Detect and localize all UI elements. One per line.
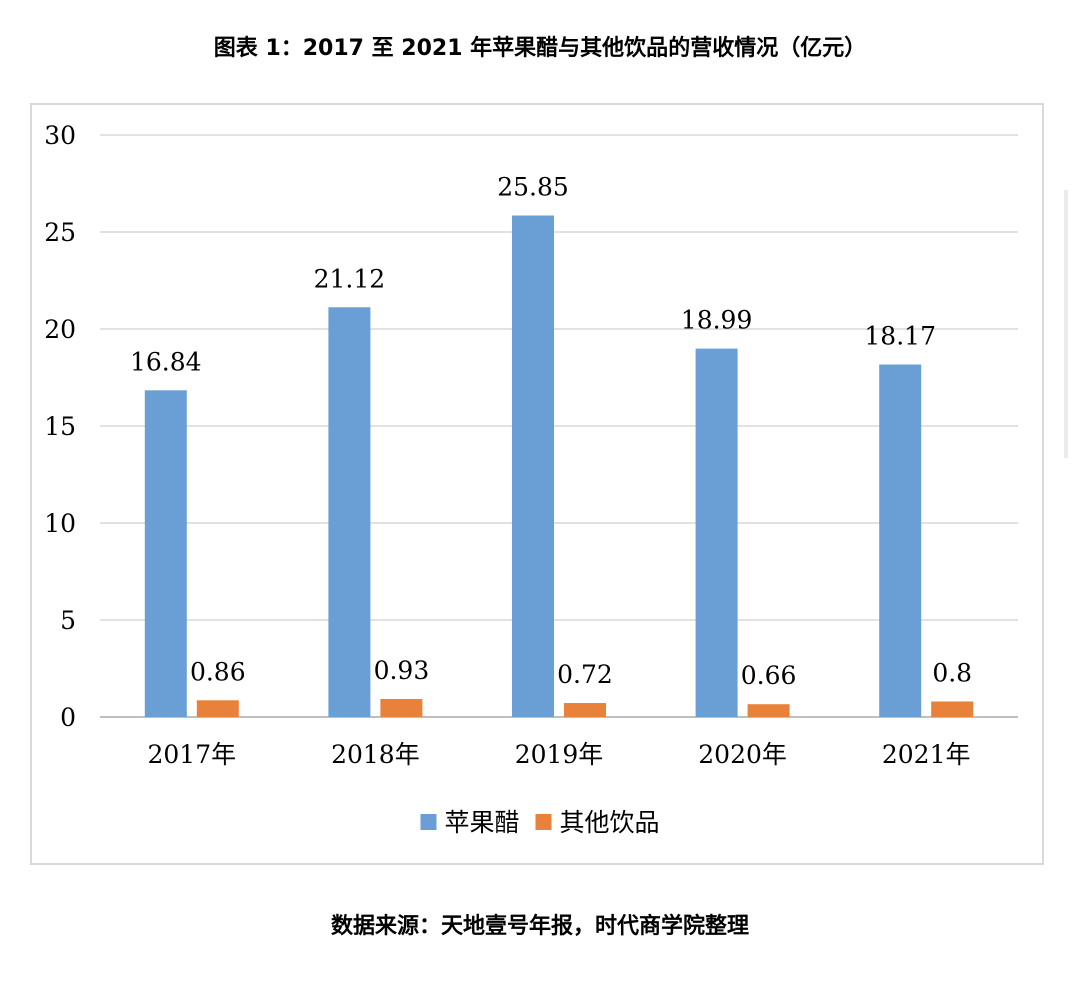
bar-other-drinks — [931, 701, 974, 717]
data-label: 21.12 — [314, 264, 386, 293]
y-axis-ticks: 0 5 10 15 20 25 30 — [44, 121, 76, 732]
x-tick-label: 2017年 — [147, 740, 236, 769]
scrollbar[interactable] — [1064, 190, 1068, 458]
bar-other-drinks — [747, 704, 790, 717]
data-label: 25.85 — [497, 173, 569, 202]
data-labels: 16.84 0.86 21.12 0.93 25.85 0.72 18.99 0.66 18.1… — [130, 173, 972, 691]
data-label: 0.66 — [741, 661, 797, 690]
x-tick-label: 2020年 — [698, 740, 787, 769]
y-tick-label: 10 — [44, 509, 76, 538]
data-label: 16.84 — [130, 347, 202, 376]
y-tick-label: 30 — [44, 121, 76, 150]
y-tick-label: 20 — [44, 315, 76, 344]
bar-apple-vinegar — [512, 215, 554, 717]
y-tick-label: 5 — [60, 606, 76, 635]
legend-swatch — [420, 814, 437, 830]
legend-label: 苹果醋 — [445, 808, 520, 837]
bar-apple-vinegar — [879, 364, 922, 717]
bar-other-drinks — [196, 700, 239, 717]
gridlines — [100, 134, 1018, 718]
y-tick-label: 0 — [60, 703, 76, 732]
data-label: 18.99 — [681, 306, 753, 335]
bar-other-drinks — [380, 698, 423, 717]
data-label: 0.93 — [374, 656, 430, 685]
bar-apple-vinegar — [695, 348, 738, 717]
legend-swatch — [535, 814, 552, 830]
legend: 苹果醋 其他饮品 — [420, 808, 660, 837]
legend-label: 其他饮品 — [560, 808, 660, 837]
data-source: 数据来源：天地壹号年报，时代商学院整理 — [330, 914, 749, 939]
data-label: 0.72 — [557, 660, 613, 689]
x-tick-label: 2019年 — [515, 740, 604, 769]
data-label: 0.86 — [190, 657, 246, 686]
x-axis-ticks: 2017年 2018年 2019年 2020年 2021年 — [147, 740, 970, 769]
bars — [144, 215, 974, 717]
bar-apple-vinegar — [144, 390, 187, 717]
x-tick-label: 2018年 — [331, 740, 420, 769]
y-tick-label: 15 — [44, 412, 76, 441]
y-tick-label: 25 — [44, 218, 76, 247]
chart-title: 图表 1：2017 至 2021 年苹果醋与其他饮品的营收情况（亿元） — [213, 36, 867, 61]
data-label: 18.17 — [864, 322, 936, 351]
bar-apple-vinegar — [328, 307, 371, 717]
data-label: 0.8 — [932, 658, 972, 687]
bar-other-drinks — [564, 703, 606, 717]
x-tick-label: 2021年 — [882, 740, 971, 769]
